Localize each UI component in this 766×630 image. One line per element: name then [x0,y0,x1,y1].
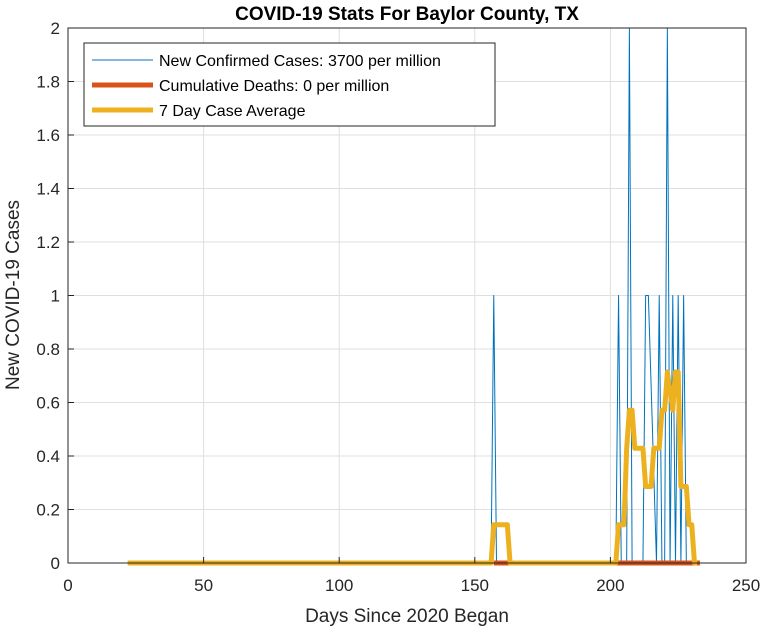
y-tick-label: 0.8 [36,340,60,359]
legend-label-avg: 7 Day Case Average [159,103,306,120]
y-tick-label: 2 [51,19,60,38]
x-tick-label: 250 [732,576,760,595]
x-tick-label: 100 [325,576,353,595]
y-tick-label: 1.8 [36,73,60,92]
x-tick-label: 200 [596,576,624,595]
series-new-cases-line [127,27,698,564]
y-axis-label: New COVID-19 Cases [3,200,24,390]
y-tick-label: 0.6 [36,394,60,413]
x-tick-label: 50 [194,576,213,595]
x-tick-label: 150 [461,576,489,595]
y-tick-label: 0.2 [36,501,60,520]
x-axis-label: Days Since 2020 Began [305,606,509,627]
y-tick-label: 0 [51,554,60,573]
legend-label-deaths: Cumulative Deaths: 0 per million [159,78,389,95]
y-tick-label: 1.6 [36,126,60,145]
legend-label-new-cases: New Confirmed Cases: 3700 per million [159,53,441,70]
ticks: 0 50 100 150 200 250 0 0.2 0.4 0.6 0.8 1 1.2 1.4 1.6 1.… [36,19,760,595]
y-tick-label: 1.4 [36,180,60,199]
legend: New Confirmed Cases: 3700 per million Cu… [83,42,496,127]
y-tick-label: 0.4 [36,447,60,466]
y-tick-label: 1 [51,287,60,306]
chart-title: COVID-19 Stats For Baylor County, TX [235,4,579,25]
y-tick-label: 1.2 [36,233,60,252]
x-tick-label: 0 [63,576,72,595]
